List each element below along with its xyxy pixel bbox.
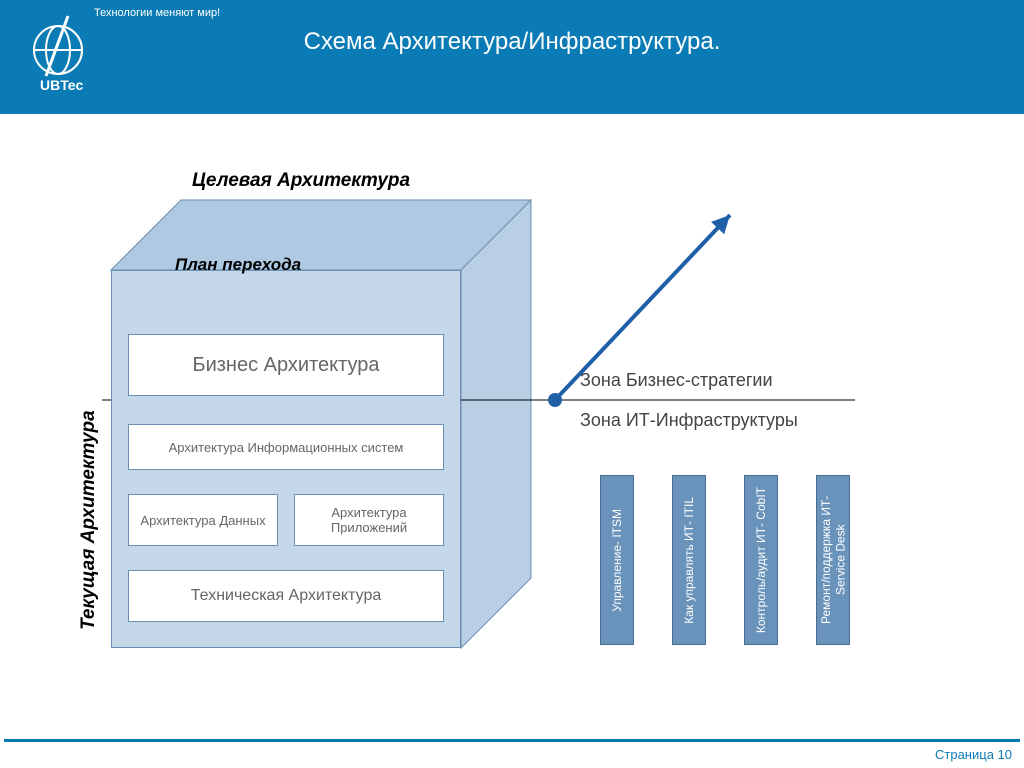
block-technical-architecture: Техническая Архитектура	[128, 570, 444, 622]
itbox-servicedesk: Ремонт/поддержка ИТ- Service Desk	[816, 475, 850, 645]
footer-line	[4, 737, 1020, 742]
header: UBTec Технологии меняют мир! Схема Архит…	[0, 0, 1024, 114]
label-target-architecture: Целевая Архитектура	[192, 170, 410, 192]
block-app-architecture: Архитектура Приложений	[294, 494, 444, 546]
block-data-architecture: Архитектура Данных	[128, 494, 278, 546]
tagline: Технологии меняют мир!	[94, 7, 220, 19]
zone-business-strategy: Зона Бизнес-стратегии	[580, 370, 773, 391]
itbox-itsm: Управление- ITSM	[600, 475, 634, 645]
label-current-architecture: Текущая Архитектура	[78, 340, 100, 630]
page-number: Страница 10	[935, 747, 1012, 762]
page-title: Схема Архитектура/Инфраструктура.	[0, 28, 1024, 56]
arrow-head	[711, 215, 730, 234]
zone-it-infrastructure: Зона ИТ-Инфраструктуры	[580, 410, 798, 431]
logo-text: UBTec	[40, 77, 84, 92]
label-transition-plan: План перехода	[175, 255, 301, 275]
itbox-itil: Как управлять ИТ- ITIL	[672, 475, 706, 645]
block-business-architecture: Бизнес Архитектура	[128, 334, 444, 396]
cube-side-face	[461, 200, 531, 648]
cube-top-face	[111, 200, 531, 270]
block-info-systems-architecture: Архитектура Информационных систем	[128, 424, 444, 470]
arrow-origin-dot	[548, 393, 562, 407]
itbox-cobit: Контроль/аудит ИТ- CobIT	[744, 475, 778, 645]
